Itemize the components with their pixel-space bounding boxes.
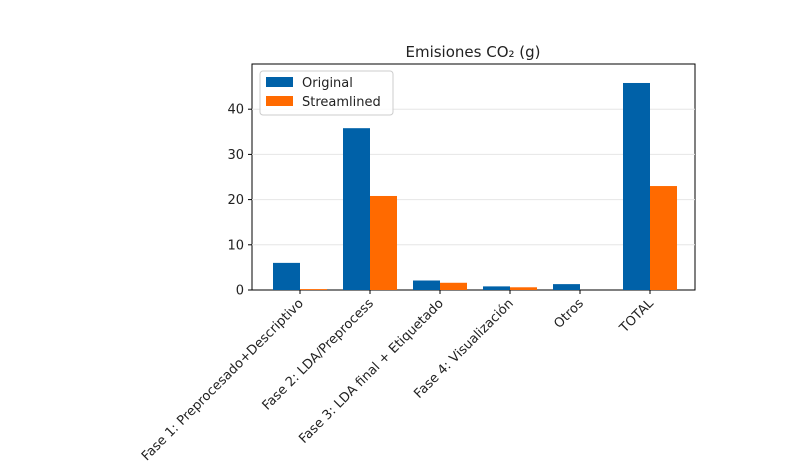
x-tick-label: Fase 3: LDA final + Etiquetado — [296, 296, 447, 447]
legend-swatch-original — [266, 77, 293, 87]
y-tick-label: 10 — [227, 238, 244, 253]
plot-area — [251, 63, 696, 291]
bar-original-5 — [623, 82, 650, 290]
bar-streamlined-2 — [440, 282, 467, 290]
legend-box — [259, 70, 394, 116]
x-tick-label: Otros — [551, 296, 587, 332]
bar-streamlined-5 — [650, 186, 677, 290]
bar-original-3 — [483, 286, 510, 290]
y-tick-label: 30 — [227, 148, 244, 163]
bar-original-0 — [273, 262, 300, 290]
bar-streamlined-1 — [370, 195, 397, 290]
bar-original-1 — [343, 128, 370, 290]
chart-title: Emisiones CO₂ (g) — [405, 43, 540, 61]
bars — [273, 82, 677, 290]
legend-swatch-streamlined — [266, 96, 293, 106]
bar-original-4 — [553, 284, 580, 290]
bar-original-2 — [413, 280, 440, 290]
legend-label-streamlined: Streamlined — [302, 95, 381, 110]
x-tick-label: TOTAL — [616, 296, 657, 337]
y-tick-label: 0 — [236, 284, 244, 299]
bar-streamlined-3 — [510, 287, 537, 290]
y-tick-label: 40 — [227, 103, 244, 118]
legend: Original Streamlined — [259, 70, 394, 116]
x-tick-label: Fase 1: Preprocesado+Descriptivo — [139, 296, 307, 461]
legend-label-original: Original — [302, 76, 353, 91]
y-tick-label: 20 — [227, 193, 244, 208]
y-axis: 0 10 20 30 40 — [227, 103, 252, 299]
x-tick-label: Fase 2: LDA/Preprocess — [260, 296, 377, 413]
bar-streamlined-0 — [300, 289, 327, 290]
